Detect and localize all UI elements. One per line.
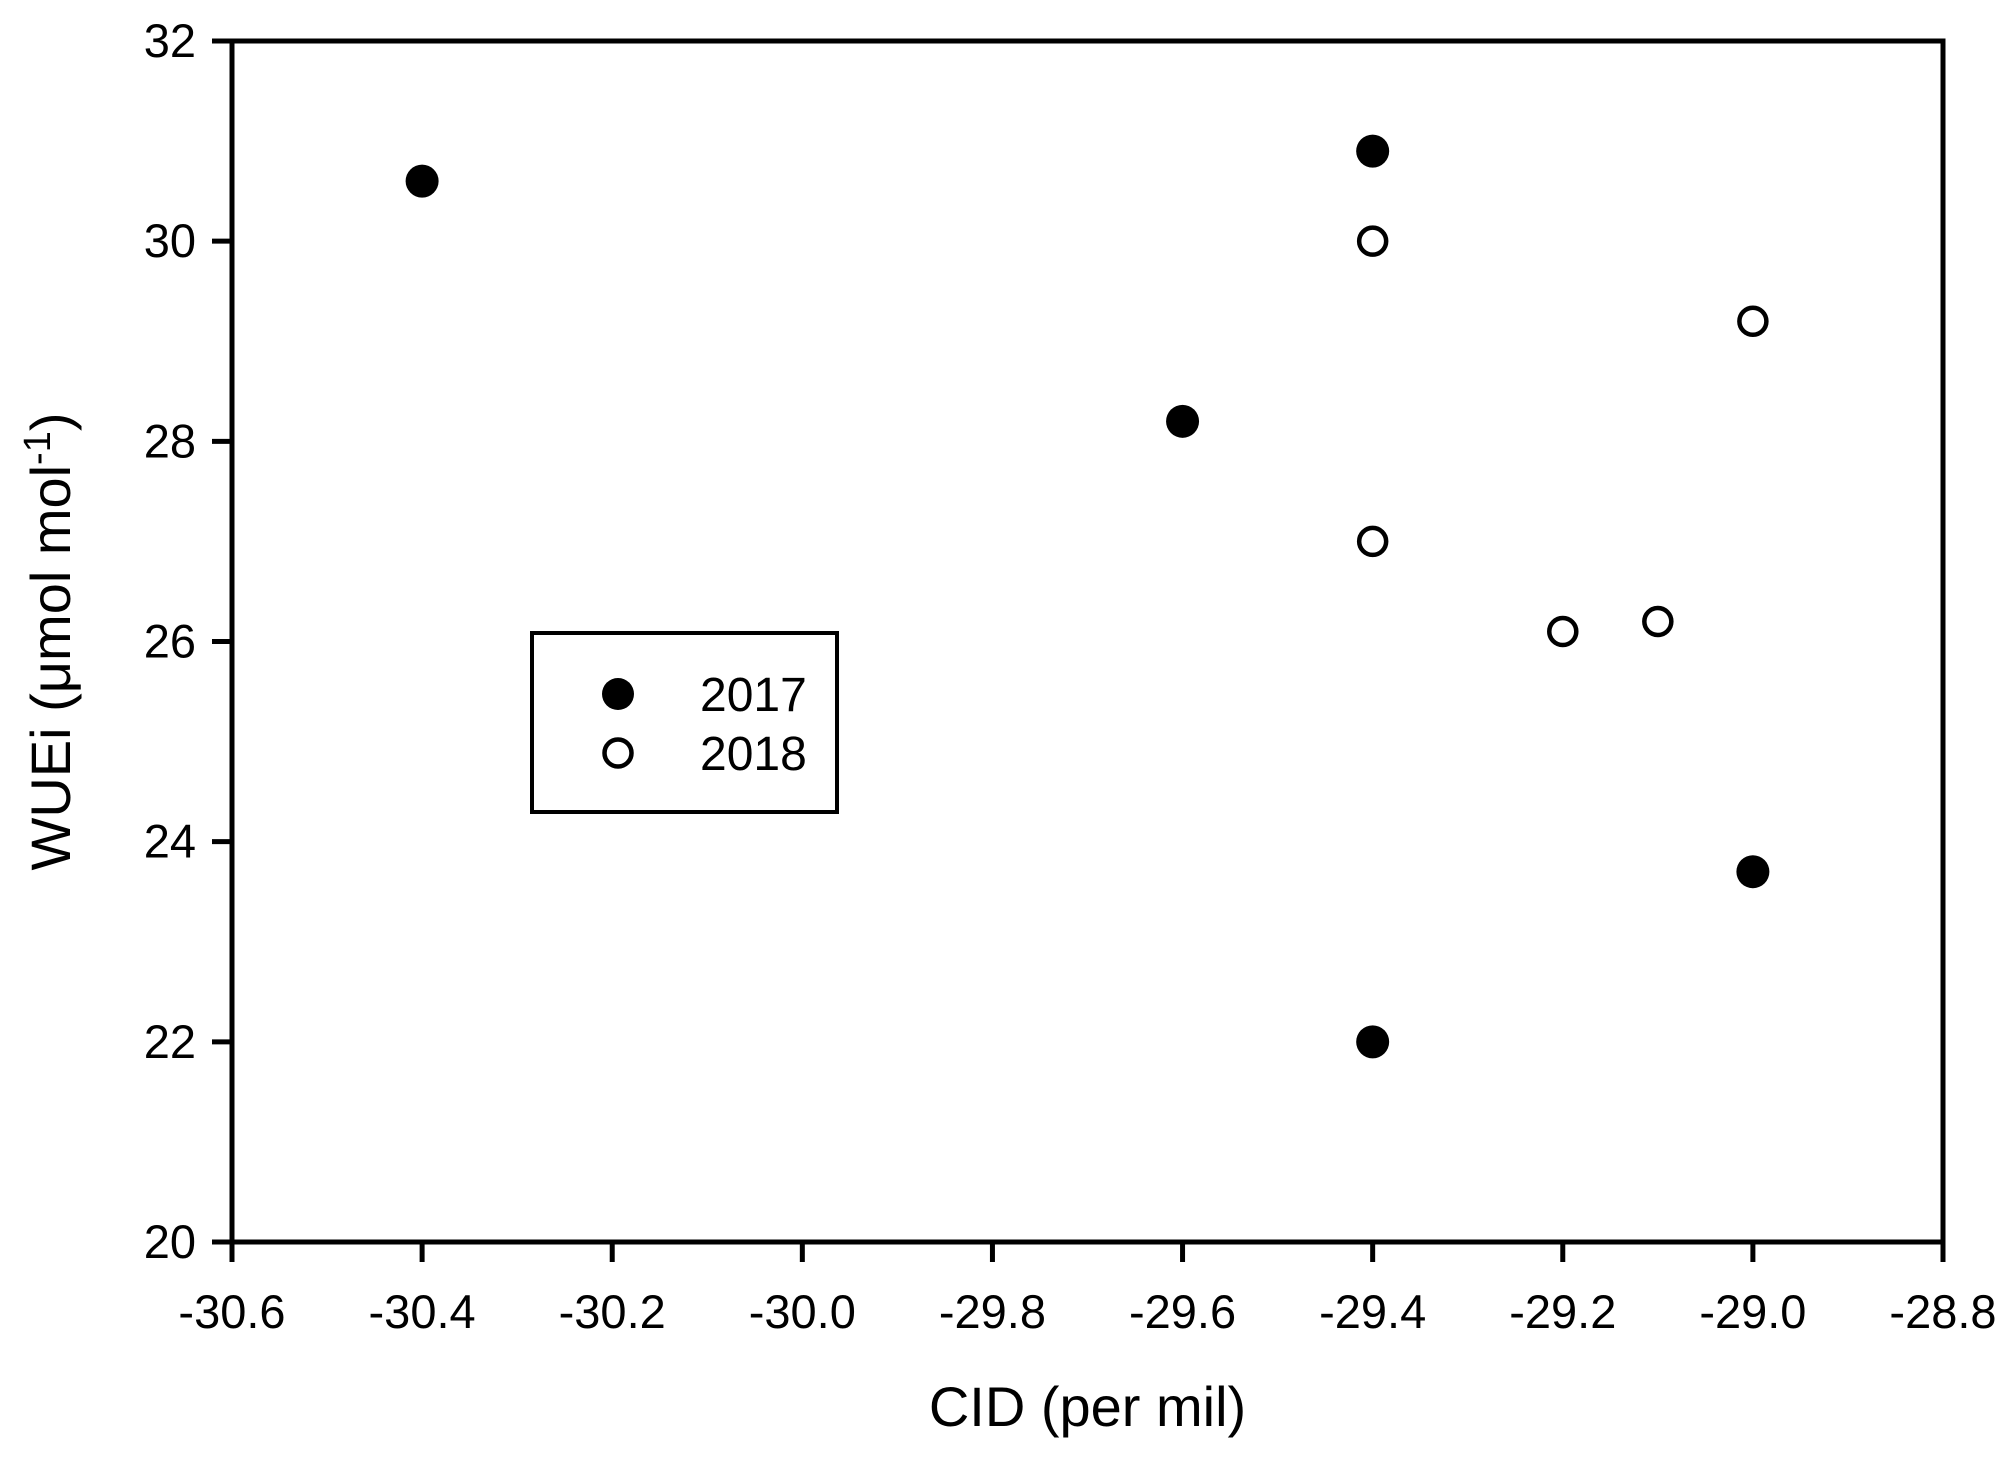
y-tick-label: 28	[144, 414, 196, 467]
y-axis-title-superscript: -1	[17, 431, 59, 465]
legend-marker-filled	[602, 678, 634, 710]
x-tick-label: -29.2	[1509, 1285, 1616, 1338]
legend-marker-open	[602, 737, 634, 769]
y-tick-label: 22	[144, 1015, 196, 1068]
x-tick-label: -30.4	[369, 1285, 476, 1338]
y-tick-label: 32	[144, 14, 196, 67]
x-tick-label: -29.6	[1129, 1285, 1236, 1338]
legend-box	[530, 631, 839, 814]
y-axis-title: WUEi (μmol mol-1)	[17, 412, 82, 870]
y-tick-label: 30	[144, 214, 196, 267]
y-axis-title-text: WUEi (μmol mol	[19, 465, 82, 871]
data-point-open	[1356, 225, 1389, 257]
legend: 2017 2018	[530, 631, 839, 814]
x-tick-label: -29.0	[1699, 1285, 1806, 1338]
legend-label: 2017	[700, 669, 807, 722]
data-point-open	[1547, 615, 1579, 648]
x-tick-label: -28.8	[1889, 1285, 1996, 1338]
x-tick-label: -29.4	[1319, 1285, 1426, 1338]
x-tick-label: -29.8	[939, 1285, 1046, 1338]
x-axis-title: CID (per mil)	[929, 1375, 1246, 1438]
data-point-open	[1737, 305, 1769, 337]
legend-label: 2018	[700, 728, 807, 781]
y-tick-label: 26	[144, 615, 196, 668]
y-tick-label: 24	[144, 815, 196, 868]
x-tick-label: -30.6	[178, 1285, 285, 1338]
x-tick-label: -30.2	[559, 1285, 666, 1338]
y-axis-title-suffix: )	[19, 412, 82, 431]
data-point-open	[1356, 525, 1389, 558]
data-point-open	[1642, 605, 1674, 638]
data-point-filled	[1736, 855, 1770, 889]
y-tick-label: 20	[144, 1215, 196, 1268]
data-point-filled	[1166, 404, 1200, 438]
plot-frame	[229, 38, 1946, 1245]
data-point-filled	[405, 164, 439, 198]
data-point-filled	[1356, 134, 1390, 168]
series-2017	[405, 134, 1770, 1059]
series-2018	[1356, 225, 1769, 648]
data-point-filled	[1356, 1025, 1390, 1059]
x-tick-label: -30.0	[749, 1285, 856, 1338]
